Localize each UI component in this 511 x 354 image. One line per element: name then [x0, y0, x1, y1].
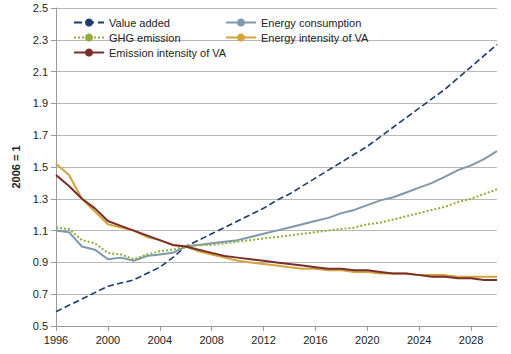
svg-text:2012: 2012 [251, 334, 275, 346]
svg-text:1.1: 1.1 [33, 225, 48, 237]
svg-text:2.5: 2.5 [33, 2, 48, 14]
svg-text:Emission intensity of VA: Emission intensity of VA [109, 47, 227, 59]
svg-text:GHG emission: GHG emission [109, 32, 181, 44]
svg-text:0.9: 0.9 [33, 256, 48, 268]
svg-text:1.7: 1.7 [33, 129, 48, 141]
svg-text:0.7: 0.7 [33, 288, 48, 300]
svg-text:1.9: 1.9 [33, 97, 48, 109]
svg-text:2016: 2016 [303, 334, 327, 346]
svg-text:Energy consumption: Energy consumption [261, 17, 361, 29]
svg-text:2006 = 1: 2006 = 1 [10, 145, 22, 188]
svg-text:2020: 2020 [355, 334, 379, 346]
svg-text:2008: 2008 [199, 334, 223, 346]
svg-text:2.1: 2.1 [33, 66, 48, 78]
svg-text:2004: 2004 [148, 334, 172, 346]
svg-text:Energy intensity of VA: Energy intensity of VA [261, 32, 369, 44]
svg-text:Value added: Value added [109, 17, 170, 29]
svg-text:1.5: 1.5 [33, 161, 48, 173]
svg-text:2024: 2024 [407, 334, 431, 346]
svg-text:1.3: 1.3 [33, 193, 48, 205]
svg-text:2.3: 2.3 [33, 34, 48, 46]
svg-text:2028: 2028 [459, 334, 483, 346]
svg-text:2000: 2000 [96, 334, 120, 346]
svg-text:0.5: 0.5 [33, 320, 48, 332]
svg-text:1996: 1996 [44, 334, 68, 346]
